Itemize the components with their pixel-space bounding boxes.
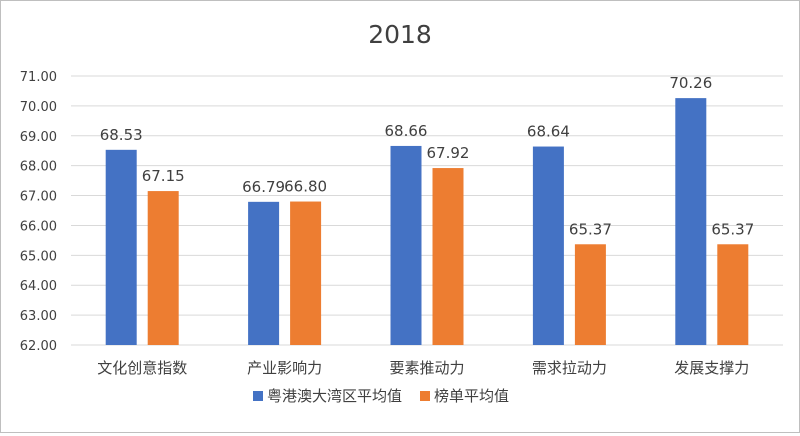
data-label: 65.37	[569, 220, 612, 238]
y-tick-label: 69.00	[20, 130, 57, 145]
bar-series-1	[248, 201, 280, 345]
data-label: 66.80	[284, 178, 327, 196]
y-tick-label: 64.00	[20, 279, 57, 294]
data-label: 68.53	[100, 126, 143, 144]
x-tick-label: 发展支撑力	[674, 359, 749, 377]
bar-series-2	[574, 244, 606, 345]
y-tick-label: 66.00	[20, 219, 57, 234]
bar-series-1	[532, 146, 564, 345]
y-tick-label: 62.00	[20, 339, 57, 354]
x-tick-label: 需求拉动力	[532, 359, 607, 377]
x-tick-label: 文化创意指数	[97, 359, 187, 377]
bar-series-2	[717, 244, 749, 345]
data-label: 67.15	[142, 167, 185, 185]
data-label: 70.26	[669, 74, 712, 92]
y-tick-label: 68.00	[20, 160, 57, 175]
y-tick-label: 67.00	[20, 190, 57, 205]
y-tick-label: 70.00	[20, 100, 57, 115]
bar-series-2	[290, 201, 322, 345]
data-label: 68.66	[385, 122, 428, 140]
bar-series-1	[675, 98, 707, 346]
data-label: 66.79	[242, 178, 285, 196]
bar-series-2	[147, 191, 179, 345]
data-label: 65.37	[711, 220, 754, 238]
bar-series-1	[105, 149, 137, 345]
y-tick-label: 63.00	[20, 309, 57, 324]
x-tick-label: 产业影响力	[247, 359, 322, 377]
legend-swatch-2	[420, 391, 430, 401]
chart-title: 2018	[368, 20, 432, 49]
x-tick-label: 要素推动力	[389, 359, 464, 377]
legend-swatch-1	[253, 391, 263, 401]
bar-series-2	[432, 168, 464, 345]
bar-series-1	[390, 145, 422, 345]
legend-label-2: 榜单平均值	[434, 387, 509, 405]
data-label: 67.92	[427, 144, 470, 162]
y-tick-label: 65.00	[20, 249, 57, 264]
legend-label-1: 粤港澳大湾区平均值	[267, 387, 402, 405]
y-tick-label: 71.00	[20, 70, 57, 85]
data-label: 68.64	[527, 123, 570, 141]
